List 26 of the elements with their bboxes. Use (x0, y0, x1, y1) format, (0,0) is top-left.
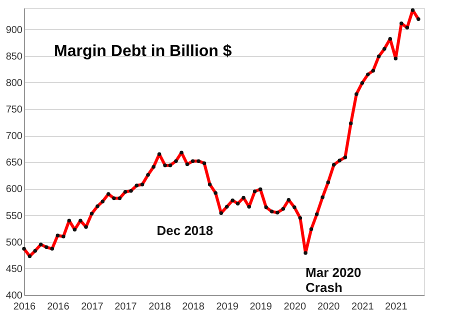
x-tick-label: 2018 (182, 302, 205, 312)
x-tick-label: 2017 (81, 302, 104, 312)
text: Margin Debt in Billion $ (54, 43, 232, 60)
y-tick-label: 750 (6, 104, 23, 116)
x-tick-label: 2019 (216, 302, 239, 312)
x-tick-label: 2021 (385, 302, 408, 312)
y-tick-label: 500 (6, 237, 23, 248)
x-tick-label: 2019 (250, 302, 272, 312)
x-tick-label: 2018 (148, 302, 172, 312)
x-tick-label: 2016 (47, 302, 70, 312)
x-tick-label: 2016 (13, 302, 36, 312)
y-tick-label: 650 (6, 158, 23, 169)
y-tick-label: 450 (6, 264, 23, 275)
y-tick-label: 400 (6, 290, 23, 302)
x-tick-label: 2020 (284, 302, 306, 312)
y-tick-label: 600 (6, 184, 23, 196)
y-tick-label: 800 (6, 78, 23, 89)
y-tick-label: 550 (6, 210, 23, 222)
x-tick-label: 2017 (114, 302, 138, 312)
y-tick-label: 900 (6, 24, 23, 36)
annotation: Mar 2020 Crash (306, 265, 362, 296)
y-tick-label: 850 (6, 51, 23, 62)
x-tick-label: 2020 (317, 302, 340, 312)
y-tick-label: 700 (6, 131, 23, 142)
annotation: Dec 2018 (156, 223, 214, 238)
x-tick-label: 2021 (352, 302, 374, 312)
